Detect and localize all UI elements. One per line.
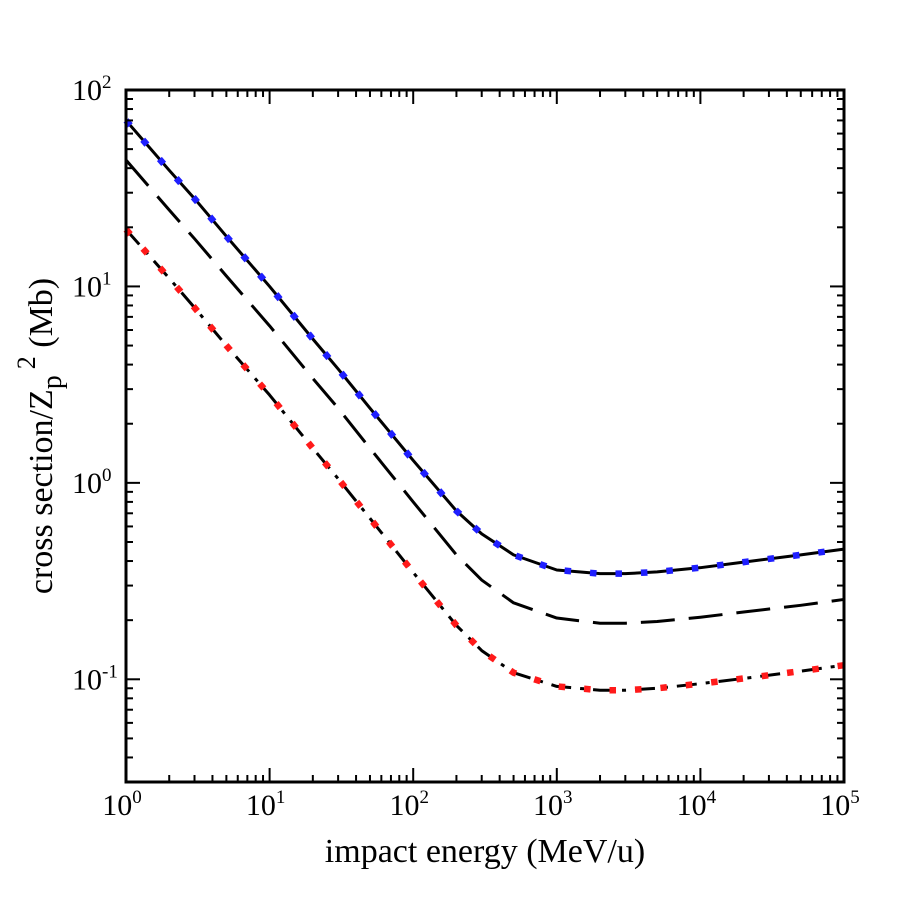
y-tick-label-exponent: 1 [102,268,112,289]
series-line-solid-0 [124,119,845,576]
x-tick-label-exponent: 2 [419,787,429,808]
x-tick-label: 100 [102,787,142,822]
y-tick-label-base: 10 [72,467,102,500]
x-tick-label-base: 10 [820,789,850,822]
x-tick-label-base: 10 [246,789,276,822]
x-tick-label-base: 10 [533,789,563,822]
y-tick-label: 100 [72,465,112,500]
x-tick-label-exponent: 5 [850,787,860,808]
x-tick-label-exponent: 0 [132,787,142,808]
y-tick-label-base: 10 [72,270,102,303]
plot-frame [124,88,846,784]
y-tick-label-exponent: 2 [102,72,112,93]
x-tick-label-base: 10 [677,789,707,822]
x-tick-label: 105 [820,787,860,822]
x-tick-label: 104 [677,787,717,822]
y-tick-label-base: 10 [72,663,102,696]
y-tick-label-exponent: 0 [102,465,112,486]
y-axis-label-sub: p [37,375,68,389]
series-line-dotted-4 [123,227,845,694]
y-tick-label: 102 [72,72,112,107]
y-axis-label-sup: 2 [12,356,41,369]
series-line-dashed-2 [124,159,845,625]
x-tick-label-exponent: 3 [563,787,573,808]
y-axis-label: cross section/Zp 2 (Mb) [12,278,68,594]
x-tick-label: 103 [533,787,573,822]
x-tick-label-base: 10 [102,789,132,822]
y-tick-label-base: 10 [72,74,102,107]
y-tick-label: 101 [72,268,112,303]
x-tick-label-exponent: 4 [707,787,717,808]
series-line-dashdot-3 [124,228,845,692]
x-tick-label-base: 10 [389,789,419,822]
y-axis-label-unit: (Mb) [23,278,60,356]
series-line-dotted-1 [123,118,845,577]
x-axis-label: impact energy (MeV/u) [325,833,645,870]
x-tick-label: 101 [246,787,286,822]
x-tick-label: 102 [389,787,429,822]
series-layer [123,118,845,694]
x-tick-label-exponent: 1 [276,787,286,808]
y-tick-label: 10-1 [72,661,118,696]
y-axis-label-main: cross section/Z [23,389,60,594]
y-tick-label-exponent: -1 [102,661,118,682]
